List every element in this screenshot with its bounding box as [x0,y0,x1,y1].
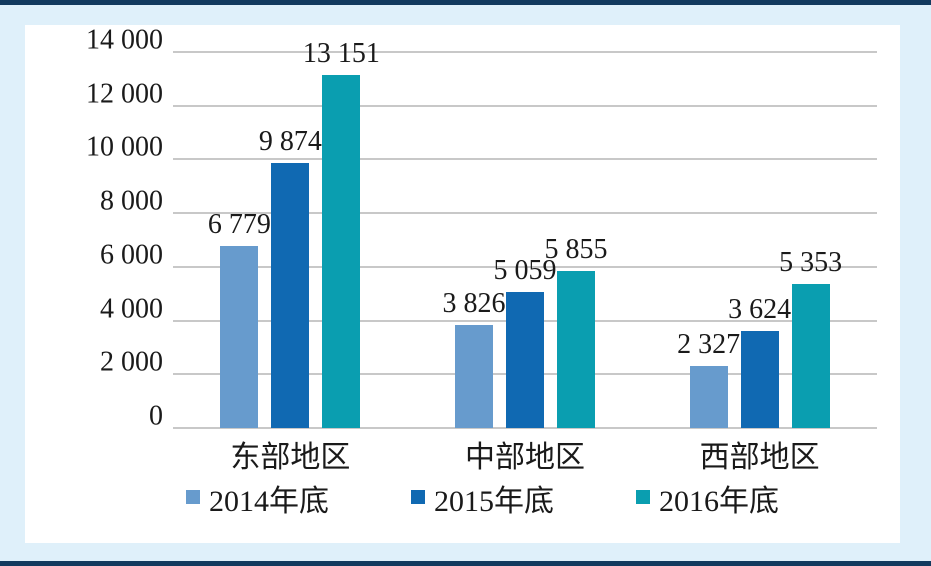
legend-item-2014年底: 2014年底 [186,485,329,518]
y-axis: 0 2 000 4 000 6 000 8 000 10 000 12 000 14 000 [25,25,163,455]
y-tick-label: 6 000 [100,239,163,271]
legend-label: 2016年底 [659,485,779,518]
bar-2015年底-东部地区: 9 874 [259,126,322,428]
bar-groups: 6 779 9 874 13 151 3 826 5 059 5 855 2 327 3 62… [173,38,877,428]
bar-2016年底-西部地区: 5 353 [779,248,842,428]
plot-area: 6 779 9 874 13 151 3 826 5 059 5 855 2 327 3 62… [173,38,877,429]
gridline [173,104,877,107]
y-tick-label: 4 000 [100,293,163,325]
y-tick-label: 12 000 [86,78,163,110]
bar-2016年底-中部地区: 5 855 [544,234,607,428]
top-border-line [0,0,931,5]
legend-label: 2015年底 [434,485,554,518]
bottom-border-line [0,561,931,566]
gridline [173,158,877,161]
legend-marker-icon [186,489,200,504]
bar-value-label: 5 059 [493,255,557,287]
bar-2014年底-西部地区: 2 327 [677,329,740,428]
bar-value-label: 13 151 [302,38,380,70]
y-tick-label: 10 000 [86,132,163,164]
bar-2014年底-东部地区: 6 779 [208,209,271,428]
bar-group-西部地区: 2 327 3 624 5 353 [677,52,842,428]
bar-value-label: 9 874 [258,126,322,158]
legend-label: 2014年底 [209,485,329,518]
bar-value-label: 6 779 [207,209,271,241]
category-label-中部地区: 中部地区 [464,441,585,474]
y-tick-label: 14 000 [86,24,163,56]
legend-item-2015年底: 2015年底 [411,485,554,518]
bar-value-label: 2 327 [677,328,741,360]
gridline [173,427,877,429]
bar-2016年底-东部地区: 13 151 [303,38,380,428]
bar-value-label: 3 826 [442,288,506,320]
bar-2015年底-西部地区: 3 624 [728,294,791,428]
bar-group-东部地区: 6 779 9 874 13 151 [208,38,380,428]
y-tick-label: 2 000 [100,346,163,378]
legend-marker-icon [411,489,425,504]
category-label-西部地区: 西部地区 [699,441,820,474]
bar-group-中部地区: 3 826 5 059 5 855 [442,52,607,428]
gridline [173,51,877,53]
gridline [173,212,877,215]
x-axis-labels: 东部地区 中部地区 西部地区 [173,441,877,474]
bar-value-label: 3 624 [728,293,792,325]
bar-2014年底-中部地区: 3 826 [442,289,505,428]
gridline [173,265,877,268]
bar-2015年底-中部地区: 5 059 [493,256,556,428]
bar-value-label: 5 855 [544,233,608,265]
y-tick-label: 8 000 [100,185,163,217]
bar-value-label: 5 353 [779,247,843,279]
legend-marker-icon [636,489,650,504]
y-tick-label: 0 [149,400,163,432]
legend-item-2016年底: 2016年底 [636,485,779,518]
category-label-东部地区: 东部地区 [230,441,351,474]
legend: 2014年底 2015年底 2016年底 [65,485,900,518]
